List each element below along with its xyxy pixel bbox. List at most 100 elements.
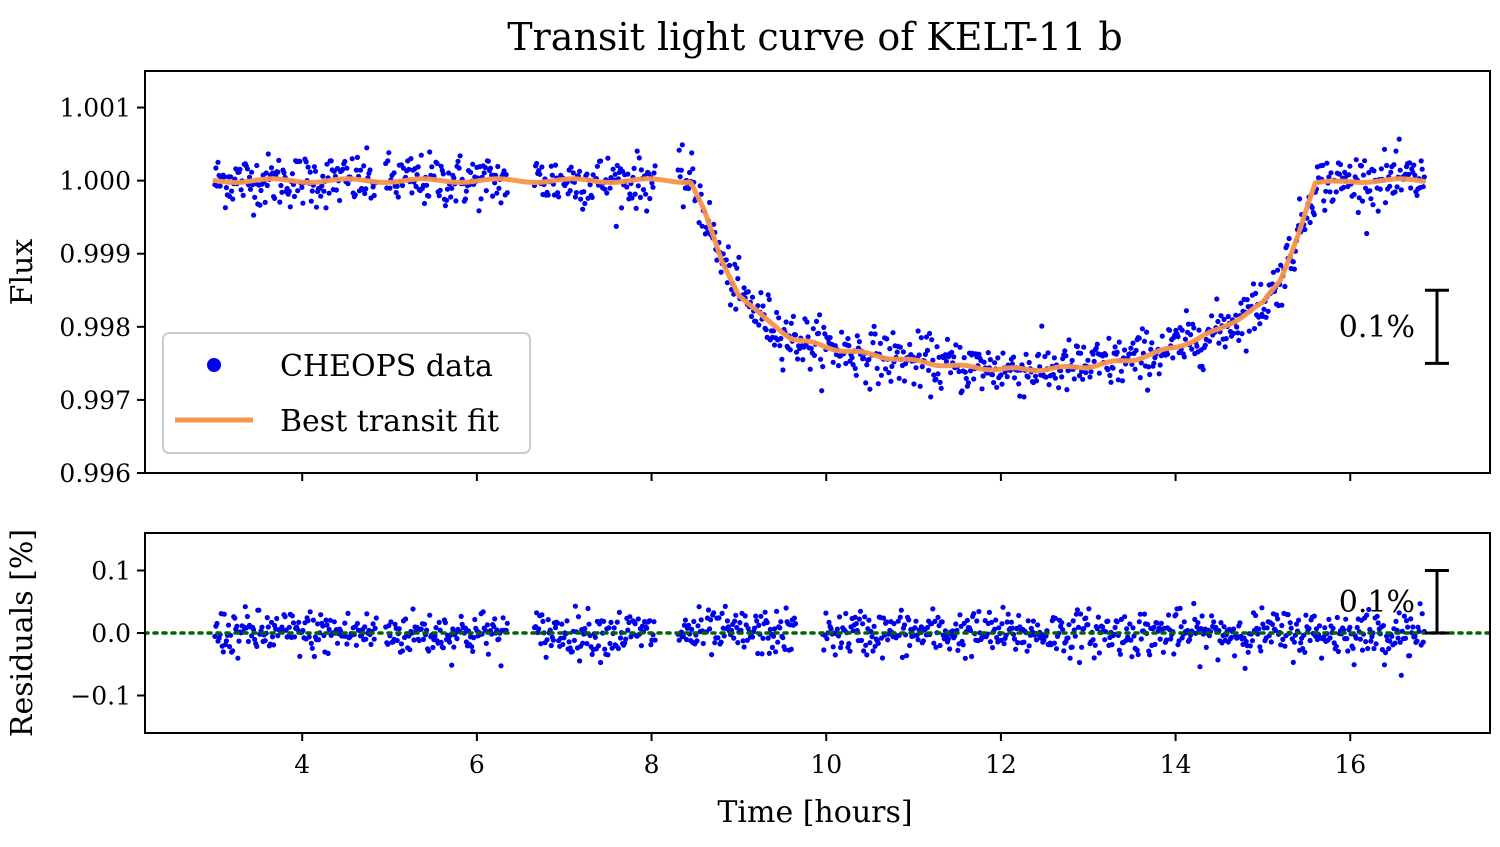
flux-data-point <box>223 185 229 191</box>
flux-data-point <box>1223 336 1229 342</box>
residual-data-point <box>1330 625 1336 631</box>
residual-data-point <box>1341 627 1347 633</box>
flux-data-point <box>1026 359 1032 366</box>
residual-data-point <box>1096 650 1102 656</box>
flux-data-point <box>1290 259 1296 265</box>
residual-data-point <box>775 639 781 645</box>
residual-data-point <box>834 626 841 632</box>
flux-data-point <box>780 367 786 373</box>
flux-data-point <box>1127 351 1133 357</box>
flux-data-point <box>313 204 320 210</box>
residual-data-point <box>760 635 766 641</box>
flux-data-point <box>395 194 401 200</box>
flux-data-point <box>953 342 959 348</box>
residual-data-point <box>324 622 330 628</box>
residual-data-point <box>307 609 313 615</box>
residual-data-point <box>1371 645 1377 652</box>
residual-data-point <box>858 637 865 644</box>
residual-data-point <box>1321 634 1327 640</box>
flux-data-point <box>353 167 359 173</box>
flux-data-point <box>1156 371 1162 377</box>
flux-data-point <box>634 148 640 154</box>
flux-data-point <box>877 340 884 346</box>
residual-data-point <box>290 620 297 626</box>
flux-data-point <box>534 160 540 167</box>
residual-data-point <box>598 659 604 666</box>
flux-data-point <box>349 156 355 162</box>
residual-data-point <box>1298 640 1304 646</box>
residual-data-point <box>469 644 475 650</box>
residual-data-point <box>906 617 912 623</box>
residual-data-point <box>632 621 638 627</box>
flux-data-point <box>1265 308 1271 314</box>
residual-data-point <box>625 627 631 633</box>
flux-data-point <box>1074 343 1080 350</box>
residual-data-point <box>286 624 292 630</box>
flux-data-point <box>1071 376 1077 382</box>
flux-data-point <box>1275 267 1281 273</box>
flux-data-point <box>1128 345 1134 351</box>
flux-data-point <box>644 208 650 214</box>
flux-data-point <box>652 163 658 169</box>
residual-data-point <box>937 642 943 649</box>
residual-data-point <box>1117 651 1123 657</box>
residual-data-point <box>344 641 350 647</box>
flux-data-point <box>790 313 797 319</box>
x-axis-label: Time [hours] <box>717 795 912 830</box>
residual-data-point <box>582 625 588 632</box>
flux-data-point <box>1368 196 1374 202</box>
flux-data-point <box>1056 385 1062 391</box>
residual-data-point <box>1316 623 1323 629</box>
flux-data-point <box>930 357 936 363</box>
residual-data-point <box>605 652 611 658</box>
flux-data-point <box>635 183 641 189</box>
residual-data-point <box>602 646 608 652</box>
flux-data-point <box>962 369 968 375</box>
residual-data-point <box>1401 613 1407 619</box>
flux-data-point <box>1145 387 1151 393</box>
flux-data-point <box>783 319 789 325</box>
residual-data-point <box>353 642 359 648</box>
flux-data-point <box>1032 373 1039 379</box>
residuals-x-ticks: 4 6 8 10 12 14 16 <box>294 733 1366 779</box>
flux-data-point <box>324 161 330 167</box>
flux-data-point <box>901 378 908 384</box>
flux-data-point <box>1110 365 1116 371</box>
flux-data-point <box>888 378 894 384</box>
flux-data-point <box>1407 160 1413 166</box>
flux-data-point <box>449 185 455 191</box>
flux-data-point <box>589 194 595 200</box>
residual-data-point <box>1051 640 1057 646</box>
flux-data-point <box>643 191 649 197</box>
flux-x-ticks <box>301 473 1352 481</box>
flux-data-point <box>1017 393 1023 399</box>
residual-data-point <box>647 618 653 624</box>
residual-data-point <box>1282 643 1288 649</box>
flux-data-point <box>268 165 275 171</box>
legend-marker-cheops <box>207 358 221 372</box>
residual-data-point <box>1070 618 1076 624</box>
flux-data-point <box>490 193 496 199</box>
flux-data-point <box>1250 281 1257 287</box>
residual-data-point <box>1160 649 1166 655</box>
residual-data-point <box>753 613 759 619</box>
residual-data-point <box>451 644 457 650</box>
residual-data-point <box>1191 600 1197 607</box>
flux-data-point <box>1064 387 1070 393</box>
flux-data-point <box>765 292 771 298</box>
flux-data-point <box>915 328 921 334</box>
residual-data-point <box>758 613 764 619</box>
flux-data-point <box>328 158 334 164</box>
residual-data-point <box>308 640 314 647</box>
flux-data-point <box>371 192 377 199</box>
flux-data-point <box>1189 346 1195 352</box>
flux-data-point <box>999 381 1005 387</box>
residual-data-point <box>1326 616 1332 623</box>
residual-data-point <box>869 634 875 640</box>
flux-data-point <box>756 322 762 328</box>
residual-data-point <box>830 644 836 650</box>
residual-data-point <box>543 654 549 660</box>
flux-data-point <box>570 170 576 176</box>
flux-data-point <box>604 190 610 196</box>
flux-data-point <box>1253 290 1259 296</box>
